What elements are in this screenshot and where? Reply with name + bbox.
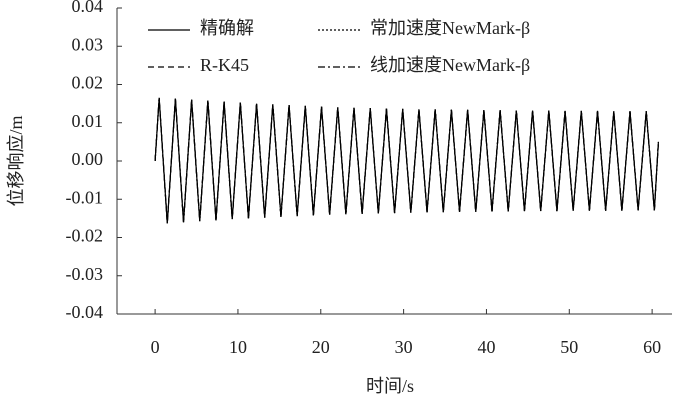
y-tick-label: 0.02 [72,73,104,93]
y-tick-label: 0.04 [72,0,104,16]
y-tick-label: -0.04 [66,302,104,322]
y-tick-label: 0.01 [72,111,104,131]
y-tick-label: -0.01 [66,187,104,207]
x-tick-label: 60 [643,337,661,357]
y-tick-label: 0.00 [72,149,104,169]
y-axis-label: 位移响应/m [6,115,26,206]
y-tick-label: 0.03 [72,34,104,54]
legend-label: 线加速度NewMark-β [370,55,530,75]
x-tick-label: 20 [312,337,330,357]
legend-label: 精确解 [200,18,254,38]
x-tick-label: 0 [151,337,160,357]
x-tick-label: 10 [229,337,247,357]
legend-label: 常加速度NewMark-β [370,18,530,38]
x-tick-label: 40 [477,337,495,357]
series-line [154,97,660,224]
legend-label: R-K45 [200,55,249,75]
y-tick-label: -0.03 [66,264,104,284]
y-tick-label: -0.02 [66,226,104,246]
x-tick-label: 30 [395,337,413,357]
x-axis-label: 时间/s [366,376,414,396]
x-tick-label: 50 [560,337,578,357]
